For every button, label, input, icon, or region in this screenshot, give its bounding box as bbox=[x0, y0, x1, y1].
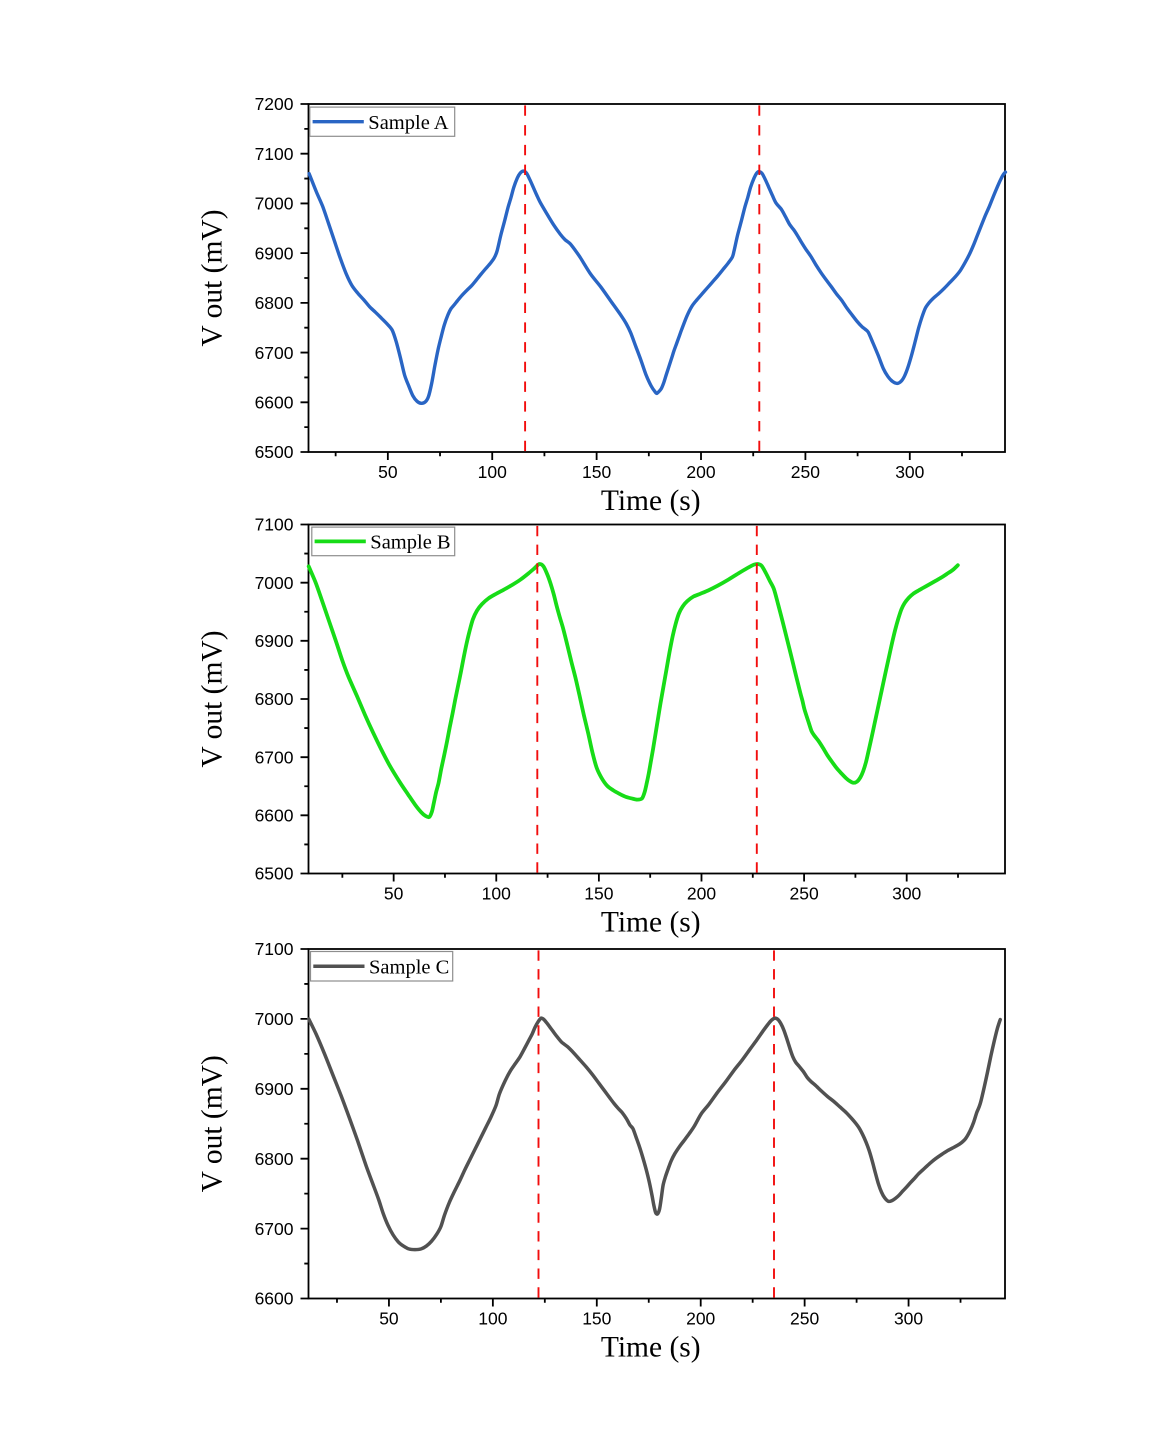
svg-text:6700: 6700 bbox=[255, 747, 294, 767]
svg-text:7000: 7000 bbox=[255, 194, 294, 214]
svg-text:50: 50 bbox=[379, 1309, 399, 1329]
svg-text:7100: 7100 bbox=[255, 939, 294, 959]
svg-text:200: 200 bbox=[686, 462, 715, 482]
svg-text:50: 50 bbox=[384, 884, 404, 904]
svg-text:50: 50 bbox=[378, 462, 398, 482]
svg-text:7000: 7000 bbox=[255, 1009, 294, 1029]
svg-text:Time (s): Time (s) bbox=[601, 1332, 701, 1364]
svg-text:6900: 6900 bbox=[255, 631, 294, 651]
svg-text:150: 150 bbox=[584, 884, 613, 904]
svg-text:6700: 6700 bbox=[255, 343, 294, 363]
svg-text:7100: 7100 bbox=[255, 144, 294, 164]
svg-text:6600: 6600 bbox=[255, 1289, 294, 1309]
svg-text:250: 250 bbox=[791, 462, 820, 482]
svg-text:200: 200 bbox=[687, 884, 716, 904]
svg-text:7100: 7100 bbox=[255, 515, 294, 535]
svg-text:6500: 6500 bbox=[255, 864, 294, 884]
svg-text:150: 150 bbox=[582, 462, 611, 482]
svg-text:100: 100 bbox=[478, 462, 507, 482]
svg-text:6900: 6900 bbox=[255, 1079, 294, 1099]
svg-text:200: 200 bbox=[686, 1309, 715, 1329]
svg-text:6800: 6800 bbox=[255, 689, 294, 709]
svg-text:6800: 6800 bbox=[255, 293, 294, 313]
svg-text:V out (mV): V out (mV) bbox=[196, 630, 228, 767]
svg-text:Time (s): Time (s) bbox=[601, 485, 701, 517]
svg-text:Sample A: Sample A bbox=[368, 112, 448, 134]
svg-text:300: 300 bbox=[892, 884, 921, 904]
svg-text:6600: 6600 bbox=[255, 392, 294, 412]
svg-text:250: 250 bbox=[789, 884, 818, 904]
svg-text:6700: 6700 bbox=[255, 1219, 294, 1239]
svg-text:Sample C: Sample C bbox=[369, 957, 449, 979]
svg-text:Time (s): Time (s) bbox=[601, 907, 701, 939]
svg-text:7200: 7200 bbox=[255, 94, 294, 114]
svg-text:6600: 6600 bbox=[255, 806, 294, 826]
svg-text:7000: 7000 bbox=[255, 573, 294, 593]
svg-text:6900: 6900 bbox=[255, 243, 294, 263]
svg-text:300: 300 bbox=[895, 462, 924, 482]
svg-text:V out (mV): V out (mV) bbox=[196, 1055, 228, 1192]
svg-text:6800: 6800 bbox=[255, 1149, 294, 1169]
svg-text:150: 150 bbox=[582, 1309, 611, 1329]
svg-text:250: 250 bbox=[790, 1309, 819, 1329]
svg-text:100: 100 bbox=[482, 884, 511, 904]
svg-text:6500: 6500 bbox=[255, 442, 294, 462]
svg-text:300: 300 bbox=[894, 1309, 923, 1329]
svg-text:100: 100 bbox=[478, 1309, 507, 1329]
svg-text:Sample B: Sample B bbox=[370, 532, 450, 554]
svg-text:V out (mV): V out (mV) bbox=[196, 209, 228, 346]
